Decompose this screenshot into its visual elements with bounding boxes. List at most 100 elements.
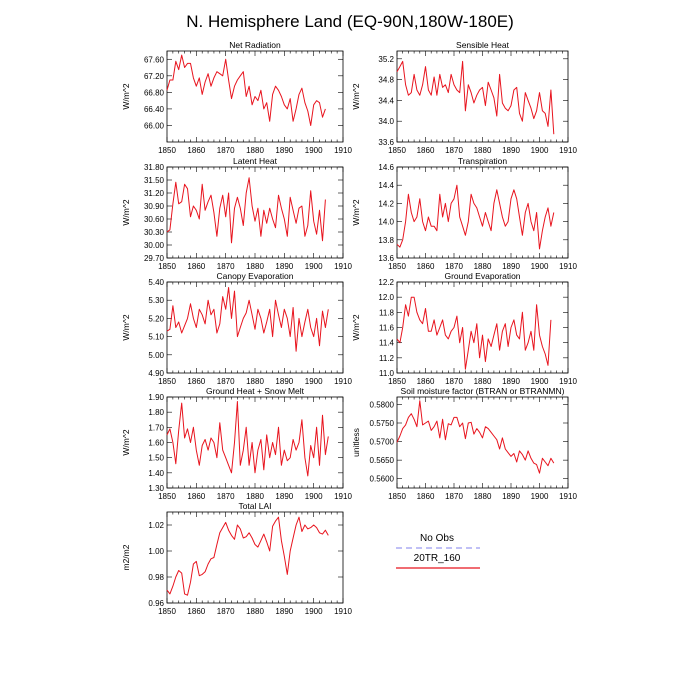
y-tick-label: 13.8: [378, 236, 394, 245]
y-tick-label: 34.0: [378, 117, 394, 126]
x-tick-label: 1880: [474, 492, 492, 501]
y-axis-label: W/m^2: [121, 199, 131, 225]
y-tick-label: 1.00: [148, 547, 164, 556]
x-tick-label: 1890: [502, 262, 520, 271]
y-tick-label: 12.0: [378, 293, 394, 302]
x-tick-label: 1860: [187, 377, 205, 386]
x-tick-label: 1850: [158, 146, 176, 155]
x-tick-label: 1900: [531, 146, 549, 155]
y-tick-label: 0.5700: [370, 438, 395, 447]
x-tick-label: 1850: [158, 262, 176, 271]
plot-frame: [396, 281, 569, 374]
y-tick-label: 1.60: [148, 439, 164, 448]
x-tick-label: 1890: [275, 146, 293, 155]
x-tick-label: 1880: [474, 146, 492, 155]
x-tick-label: 1880: [474, 262, 492, 271]
y-tick-label: 5.40: [148, 278, 164, 287]
y-tick-label: 11.6: [379, 324, 395, 333]
panel-title: Total LAI: [238, 501, 271, 511]
y-tick-label: 1.80: [148, 408, 164, 417]
panel-ground-heat-snow-melt: Ground Heat + Snow Melt W/m^2 1850 1860 1870…: [121, 386, 352, 501]
x-tick-label: 1870: [445, 492, 463, 501]
y-tick-label: 11.4: [379, 339, 395, 348]
plot-frame: [166, 511, 344, 604]
x-tick-label: 1890: [275, 492, 293, 501]
y-tick-label: 12.2: [378, 278, 394, 287]
panel-title: Latent Heat: [233, 156, 278, 166]
x-tick-label: 1900: [305, 492, 323, 501]
x-tick-label: 1870: [217, 492, 235, 501]
x-tick-label: 1850: [388, 262, 406, 271]
y-tick-label: 34.8: [378, 76, 394, 85]
y-tick-label: 1.40: [148, 469, 164, 478]
x-tick-label: 1850: [158, 377, 176, 386]
x-tick-label: 1870: [445, 146, 463, 155]
x-tick-label: 1870: [217, 607, 235, 616]
y-axis-label: W/m^2: [121, 429, 131, 455]
y-tick-label: 1.30: [148, 484, 164, 493]
plot-frame: [166, 166, 344, 259]
y-tick-label: 31.80: [144, 163, 165, 172]
panel-total-lai: Total LAI m2/m2 1850 1860 1870 1880 1890 1900 19…: [121, 501, 352, 616]
y-tick-label: 0.96: [148, 599, 164, 608]
panel-soil-moisture-factor: Soil moisture factor (BTRAN or BTRANMN) u…: [351, 386, 577, 501]
x-tick-label: 1900: [305, 607, 323, 616]
y-axis-label: W/m^2: [121, 314, 131, 340]
x-tick-label: 1890: [502, 377, 520, 386]
y-tick-label: 67.60: [144, 55, 165, 64]
series-line-20tr-160: [166, 54, 326, 126]
y-tick-label: 5.30: [148, 296, 164, 305]
panel-sensible-heat: Sensible Heat W/m^2 1850 1860 1870 1880 1890 19…: [351, 40, 577, 155]
x-tick-label: 1900: [531, 377, 549, 386]
y-tick-label: 4.90: [148, 369, 164, 378]
panel-latent-heat: Latent Heat W/m^2 1850 1860 1870 1880 1890 1900…: [121, 156, 352, 271]
plot-frame: [396, 50, 569, 143]
x-tick-label: 1890: [275, 607, 293, 616]
x-tick-label: 1850: [158, 607, 176, 616]
y-tick-label: 30.00: [144, 241, 165, 250]
legend-label-20tr-160: 20TR_160: [414, 553, 461, 564]
panel-title: Soil moisture factor (BTRAN or BTRANMN): [401, 386, 565, 396]
series-line-20tr-160: [396, 184, 555, 250]
y-tick-label: 66.80: [144, 88, 165, 97]
panel-title: Sensible Heat: [456, 40, 510, 50]
figure-title: N. Hemisphere Land (EQ-90N,180W-180E): [186, 12, 514, 31]
y-tick-label: 13.6: [378, 254, 394, 263]
y-axis-label: W/m^2: [121, 83, 131, 109]
y-tick-label: 30.60: [144, 215, 165, 224]
y-tick-label: 66.00: [144, 121, 165, 130]
x-tick-label: 1880: [246, 492, 264, 501]
y-tick-label: 0.5800: [370, 400, 395, 409]
x-tick-label: 1860: [187, 607, 205, 616]
y-axis-label: unitless: [351, 428, 361, 457]
y-tick-label: 1.70: [148, 423, 164, 432]
plot-frame: [396, 396, 569, 489]
y-tick-label: 14.6: [378, 163, 394, 172]
x-tick-label: 1890: [502, 146, 520, 155]
x-tick-label: 1860: [417, 262, 435, 271]
series-line-20tr-160: [166, 401, 329, 477]
x-tick-label: 1900: [305, 262, 323, 271]
y-axis-label: m2/m2: [121, 544, 131, 570]
y-tick-label: 66.40: [144, 105, 165, 114]
y-tick-label: 31.20: [144, 189, 165, 198]
x-tick-label: 1910: [334, 492, 352, 501]
panel-title: Canopy Evaporation: [216, 271, 293, 281]
y-tick-label: 30.90: [144, 202, 165, 211]
y-tick-label: 11.0: [379, 369, 395, 378]
series-line-20tr-160: [396, 400, 555, 474]
series-line-20tr-160: [166, 177, 326, 244]
x-tick-label: 1910: [334, 607, 352, 616]
y-tick-label: 31.50: [144, 176, 165, 185]
series-line-20tr-160: [166, 287, 329, 352]
y-tick-label: 14.0: [378, 218, 394, 227]
y-tick-label: 67.20: [144, 72, 165, 81]
x-tick-label: 1890: [275, 262, 293, 271]
x-tick-label: 1900: [305, 377, 323, 386]
x-tick-label: 1870: [445, 262, 463, 271]
series-line-20tr-160: [166, 516, 329, 596]
panel-title: Ground Evaporation: [444, 271, 520, 281]
x-tick-label: 1870: [217, 146, 235, 155]
y-tick-label: 35.2: [378, 55, 394, 64]
